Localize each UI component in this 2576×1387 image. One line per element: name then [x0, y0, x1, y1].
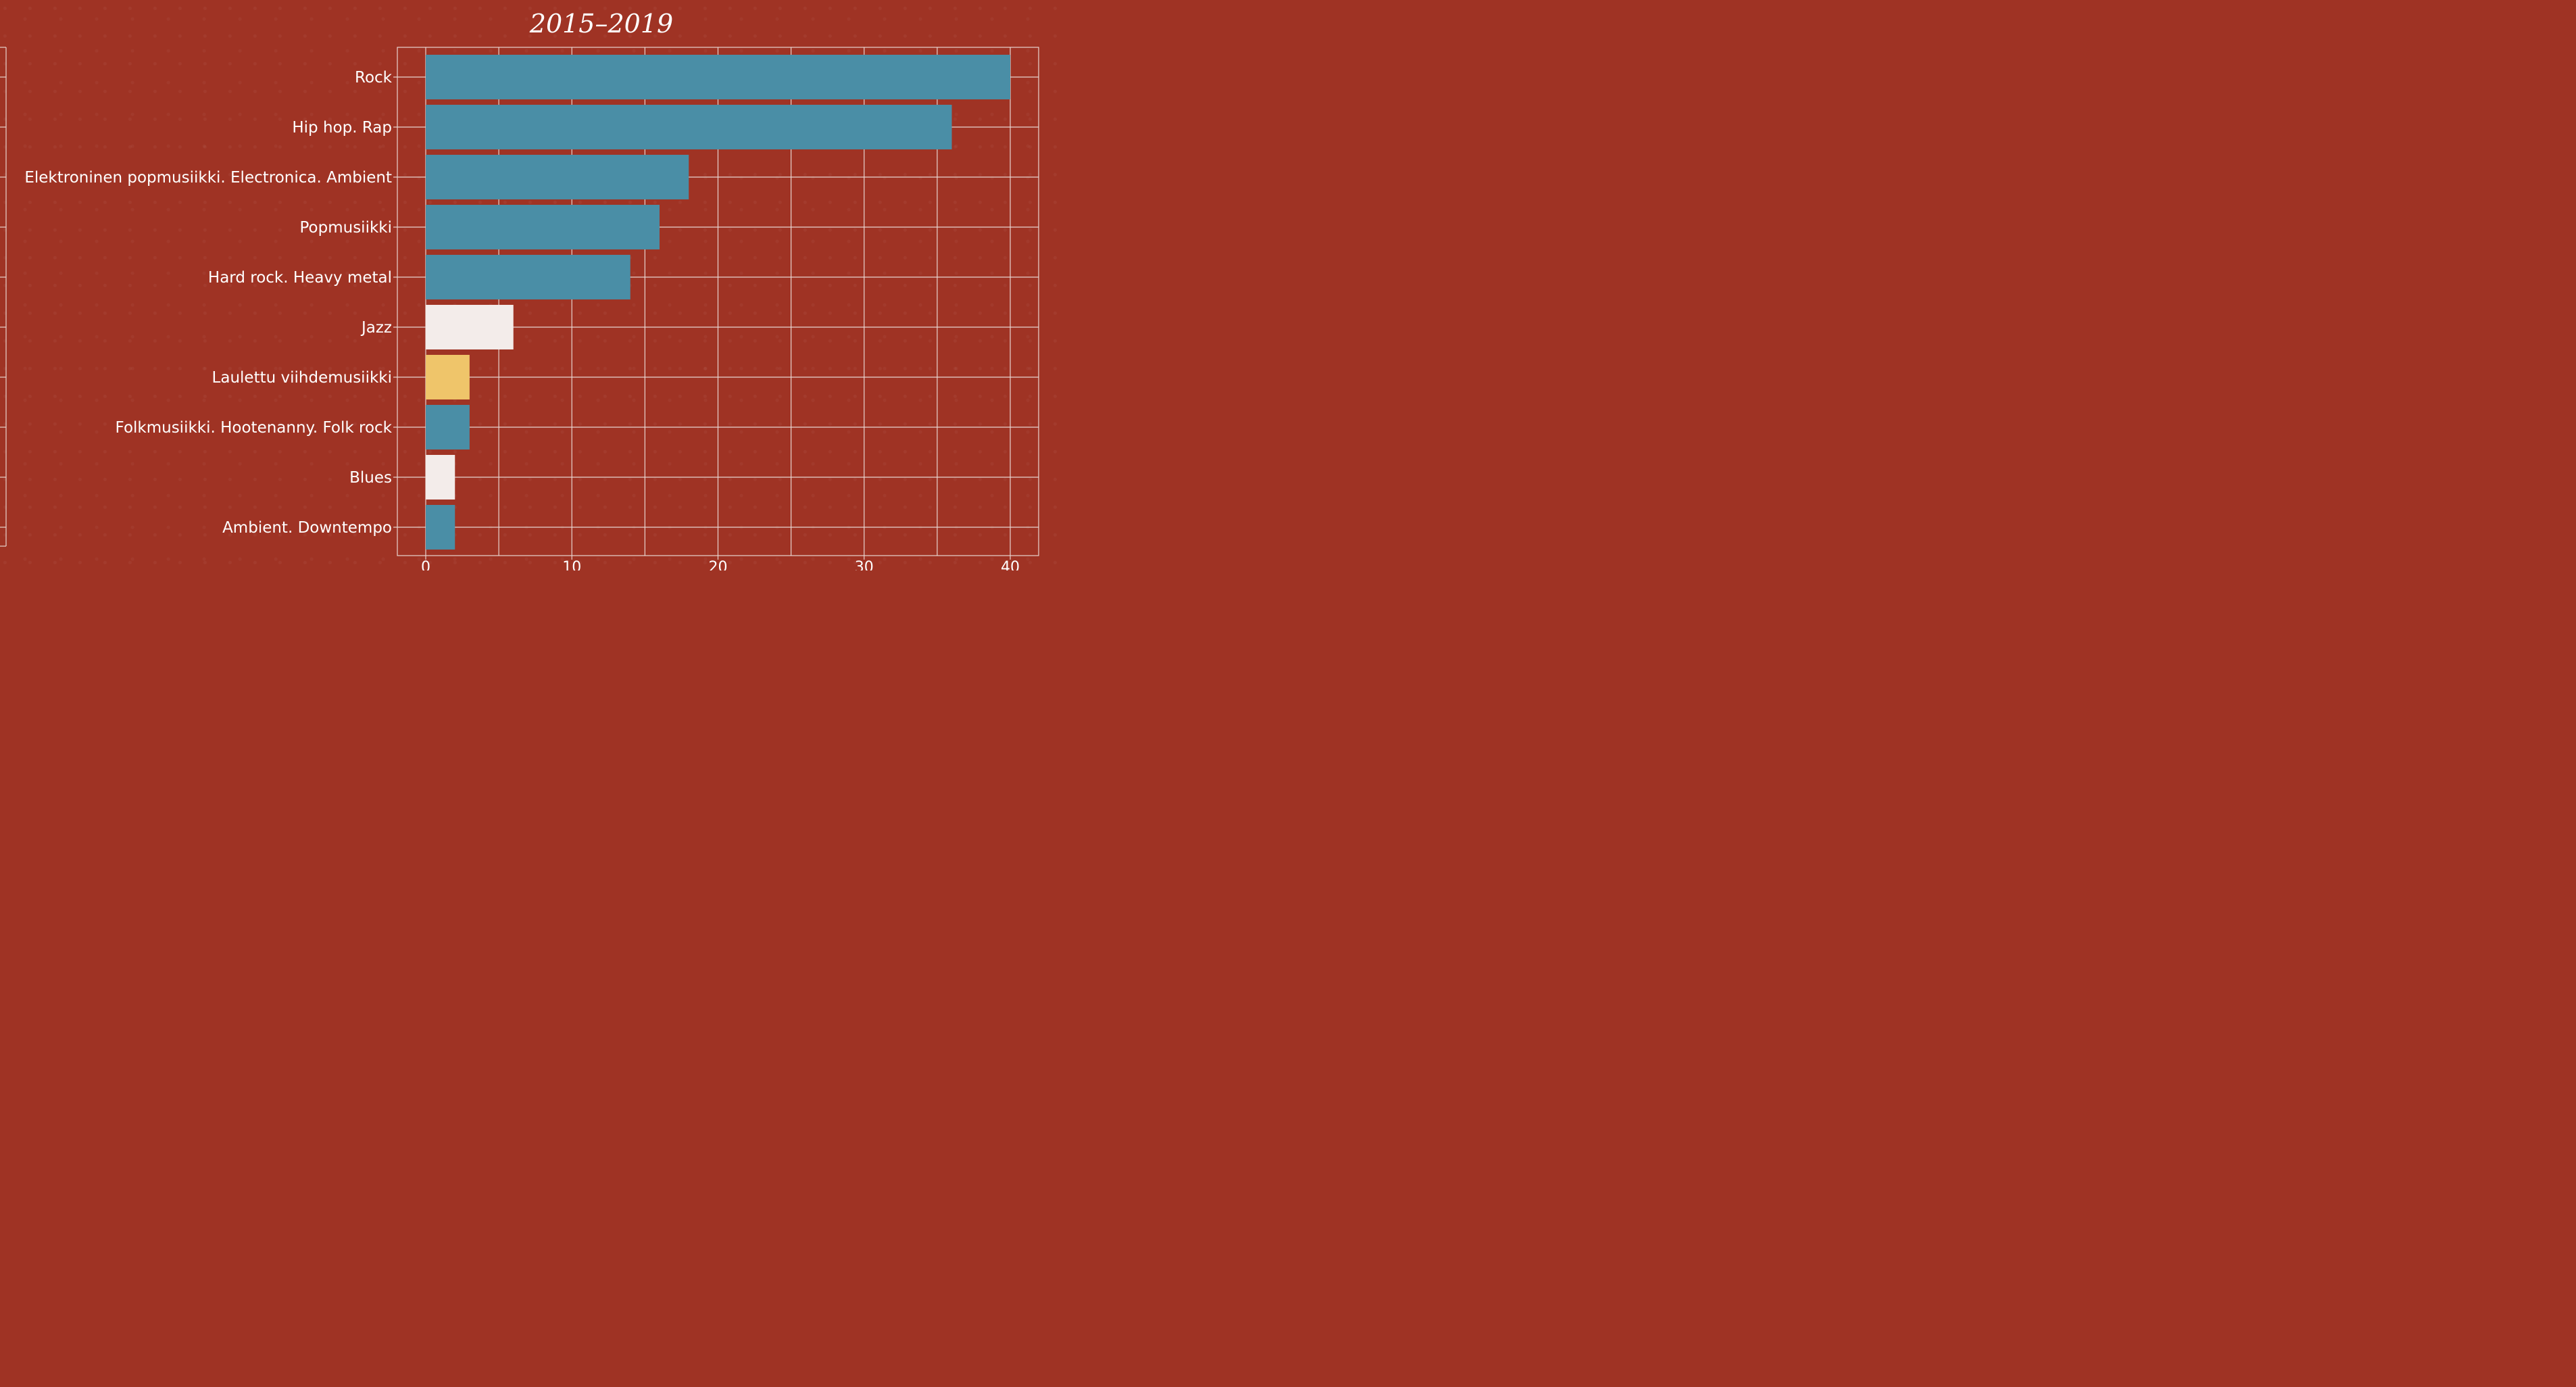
chart-title: 2015–2019 [529, 9, 673, 39]
bar [426, 55, 1010, 99]
bar [426, 255, 630, 299]
category-label: Hip hop. Rap [292, 119, 392, 137]
category-label: Laulettu viihdemusiikki [212, 369, 392, 387]
bar-chart: 2015–2019 Rock Hip hop. Rap Elektroninen p… [0, 9, 1039, 570]
bar [426, 455, 455, 500]
adjacent-panel-edge [0, 47, 7, 547]
category-label: Ambient. Downtempo [222, 519, 392, 537]
bar [426, 505, 455, 550]
x-tick-label: 10 [562, 559, 581, 570]
category-label: Popmusiikki [300, 219, 393, 237]
category-label: Jazz [360, 319, 392, 337]
bar [426, 405, 470, 449]
category-label: Hard rock. Heavy metal [208, 269, 392, 287]
x-tick-label: 30 [855, 559, 874, 570]
category-label: Elektroninen popmusiikki. Electronica. A… [24, 169, 392, 187]
bar [426, 305, 514, 349]
category-labels: Rock Hip hop. Rap Elektroninen popmusiikki… [24, 69, 392, 537]
x-tick-label: 20 [709, 559, 728, 570]
category-label: Folkmusiikki. Hootenanny. Folk rock [116, 419, 393, 437]
x-axis: 0 10 20 30 40 [421, 556, 1020, 570]
category-label: Rock [355, 69, 393, 87]
bar [426, 355, 470, 399]
category-label: Blues [349, 469, 392, 487]
x-tick-label: 40 [1001, 559, 1020, 570]
x-tick-label: 0 [421, 559, 430, 570]
bars [426, 55, 1010, 550]
bar [426, 155, 689, 199]
bar [426, 205, 660, 249]
bar [426, 105, 952, 149]
chart-canvas: 2015–2019 Rock Hip hop. Rap Elektroninen p… [0, 0, 1060, 570]
